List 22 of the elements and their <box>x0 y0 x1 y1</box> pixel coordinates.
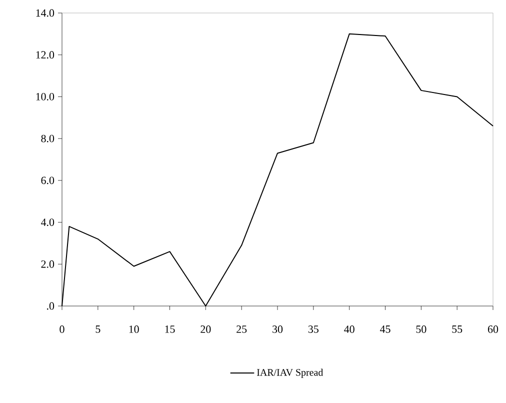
y-tick-label: 6.0 <box>41 176 54 184</box>
x-tick-label: 10 <box>129 326 139 333</box>
x-tick-label: 25 <box>236 326 247 333</box>
x-tick-label: 0 <box>60 326 64 333</box>
x-tick-label: 5 <box>96 326 100 333</box>
x-tick-label: 50 <box>416 326 426 333</box>
legend-label: IAR/IAV Spread <box>257 368 324 378</box>
x-tick-label: 40 <box>344 326 354 333</box>
y-tick-label: 8.0 <box>41 134 54 142</box>
x-tick-label: 30 <box>272 326 283 333</box>
x-tick-label: 45 <box>380 326 390 333</box>
y-tick-label: 2.0 <box>41 260 54 268</box>
y-tick-label: 4.0 <box>41 218 54 226</box>
x-tick-label: 15 <box>165 326 175 333</box>
y-tick-label: 10.0 <box>36 93 54 100</box>
x-tick-label: 60 <box>488 326 498 333</box>
x-tick-label: 55 <box>452 326 462 333</box>
x-tick-label: 20 <box>200 326 211 333</box>
y-tick-label: .0 <box>46 302 54 310</box>
x-tick-label: 35 <box>308 326 318 333</box>
y-tick-label: 14.0 <box>36 9 54 17</box>
y-tick-label: 12.0 <box>36 51 54 59</box>
